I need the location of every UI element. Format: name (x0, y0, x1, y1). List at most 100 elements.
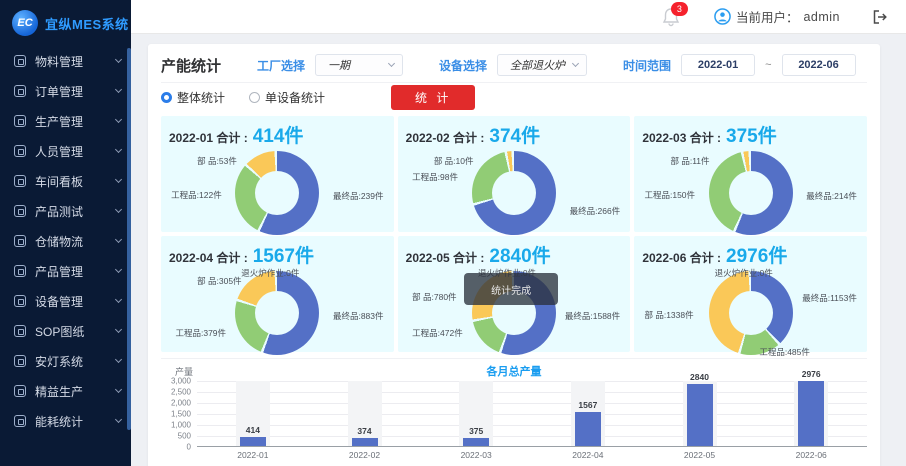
bar-value-label: 1567 (578, 399, 598, 410)
bar-column: 2976 2022-06 (755, 369, 867, 460)
donut-month-title: 2022-06 合计 : (642, 251, 722, 265)
date-to-input[interactable]: 2022-06 (781, 54, 856, 76)
sidebar-item-label: SOP图纸 (35, 324, 85, 339)
monthly-donut-panel: 2022-04 合计 : 1567件 退火炉作业:0件部 品:305件 工程品:379… (161, 236, 394, 355)
y-axis-tick-label: 3,000 (170, 376, 191, 386)
chevron-down-icon (114, 265, 123, 274)
x-axis-tick-label: 2022-03 (460, 450, 492, 460)
donut-hole (728, 171, 773, 215)
donut-chart[interactable] (235, 271, 320, 355)
device-select[interactable]: 全部退火炉 (497, 54, 588, 76)
app-logo: EC 宜纵MES系统 (0, 0, 131, 46)
y-axis-tick-label: 2,500 (170, 387, 191, 397)
sidebar-item-production[interactable]: 生产管理 (0, 106, 131, 136)
andon-icon (14, 355, 26, 367)
donut-label: 工程品:485件 (759, 347, 810, 357)
sidebar-item-label: 物料管理 (35, 54, 84, 69)
radio-single-device-stats[interactable]: 单设备统计 (249, 89, 325, 106)
chevron-down-icon (114, 145, 123, 154)
app-title: 宜纵MES系统 (45, 16, 129, 32)
sidebar-item-workshop-board[interactable]: 车间看板 (0, 166, 131, 196)
sidebar-item-lean-production[interactable]: 精益生产 (0, 376, 131, 406)
donut-chart[interactable] (708, 271, 793, 355)
orders-icon (14, 85, 26, 97)
bar-column: 2840 2022-05 (644, 372, 756, 460)
x-axis-tick-label: 2022-05 (683, 450, 716, 460)
chevron-down-icon (114, 415, 123, 424)
donut-total-value: 414件 (252, 126, 304, 147)
sidebar-item-personnel[interactable]: 人员管理 (0, 136, 131, 166)
y-axis-tick-label: 0 (186, 442, 191, 452)
donut-total-value: 2976件 (726, 246, 788, 267)
statistics-button[interactable]: 统 计 (391, 85, 476, 110)
donut-total-value: 2840件 (489, 246, 551, 267)
sidebar-item-label: 安灯系统 (35, 354, 84, 369)
sidebar-item-equipment[interactable]: 设备管理 (0, 286, 131, 316)
sidebar-scrollbar[interactable] (127, 48, 131, 430)
gridline (197, 414, 867, 415)
bar[interactable] (463, 437, 490, 446)
sidebar-item-product-test[interactable]: 产品测试 (0, 196, 131, 226)
time-range-label: 时间范围 (623, 58, 672, 73)
donut-hole (728, 291, 773, 335)
monthly-donut-panel: 2022-06 合计 : 2976件 退火炉作业:0件部 品:1338件 工程品:48… (634, 236, 867, 357)
bar[interactable] (239, 436, 266, 446)
gridline (197, 403, 867, 404)
donut-label: 最终品:214件 (806, 191, 857, 202)
notification-bell-button[interactable]: 3 (662, 1, 688, 27)
bar-chart-y-axis: 3,000 2,500 2,000 1,500 1,000 500 0 (161, 377, 197, 452)
sidebar-item-energy-stats[interactable]: 能耗统计 (0, 406, 131, 436)
sidebar-item-sop-drawings[interactable]: SOP图纸 (0, 316, 131, 346)
radio-overall-stats[interactable]: 整体统计 (161, 89, 225, 106)
gridline (197, 425, 867, 426)
sidebar-item-product-mgmt[interactable]: 产品管理 (0, 256, 131, 286)
y-axis-tick-label: 1,500 (170, 409, 191, 419)
sidebar-item-label: 设备管理 (35, 294, 84, 309)
chevron-down-icon (114, 235, 123, 244)
bar[interactable] (574, 411, 601, 446)
bar-value-label: 414 (245, 424, 260, 435)
donut-chart[interactable] (235, 151, 320, 235)
donut-label: 工程品:98件 (412, 172, 458, 183)
bar-chart-plot-area: 414 2022-01 374 2022-02 375 2022-03 1567 2022-0… (197, 369, 867, 460)
bar-value-label: 2976 (801, 368, 821, 379)
chevron-down-icon (114, 175, 123, 184)
donut-label: 部 品:11件 (670, 156, 710, 166)
sidebar-item-label: 订单管理 (35, 84, 84, 99)
workshop-board-icon (14, 175, 26, 187)
logout-button[interactable] (872, 8, 890, 26)
sidebar-item-orders[interactable]: 订单管理 (0, 76, 131, 106)
bar[interactable] (798, 380, 825, 446)
chevron-down-icon (572, 59, 580, 68)
chevron-down-icon (114, 325, 123, 334)
notification-badge: 3 (670, 1, 688, 16)
bar[interactable] (351, 437, 378, 446)
stats-mode-row: 整体统计 单设备统计 统 计 (161, 82, 867, 112)
warehouse-logistics-icon (14, 235, 26, 247)
donut-label: 工程品:472件 (412, 328, 463, 339)
date-from-input[interactable]: 2022-01 (681, 54, 756, 76)
gridline (197, 392, 867, 393)
factory-select[interactable]: 一期 (315, 54, 404, 76)
bar-hover-band (235, 381, 270, 446)
chevron-down-icon (114, 115, 123, 124)
donut-chart[interactable] (471, 151, 556, 235)
bar-column: 1567 2022-04 (532, 381, 644, 460)
sidebar-item-materials[interactable]: 物料管理 (0, 46, 131, 76)
bar-value-label: 374 (357, 425, 372, 436)
donut-label: 部 品:53件 (197, 156, 237, 166)
y-axis-tick-label: 2,000 (170, 398, 191, 408)
donut-total-value: 374件 (489, 126, 541, 147)
donut-label: 工程品:150件 (644, 189, 696, 200)
bar-chart-y-axis-title: 产量 (175, 367, 194, 377)
donut-chart[interactable] (708, 151, 793, 235)
bar[interactable] (686, 383, 713, 446)
sidebar-item-warehouse-logistics[interactable]: 仓储物流 (0, 226, 131, 256)
bar-value-label: 2840 (690, 371, 709, 382)
gridline (197, 381, 867, 382)
sidebar-item-andon[interactable]: 安灯系统 (0, 346, 131, 376)
x-axis-tick-label: 2022-06 (795, 450, 827, 460)
personnel-icon (14, 145, 26, 157)
sidebar-item-label: 仓储物流 (35, 234, 84, 249)
